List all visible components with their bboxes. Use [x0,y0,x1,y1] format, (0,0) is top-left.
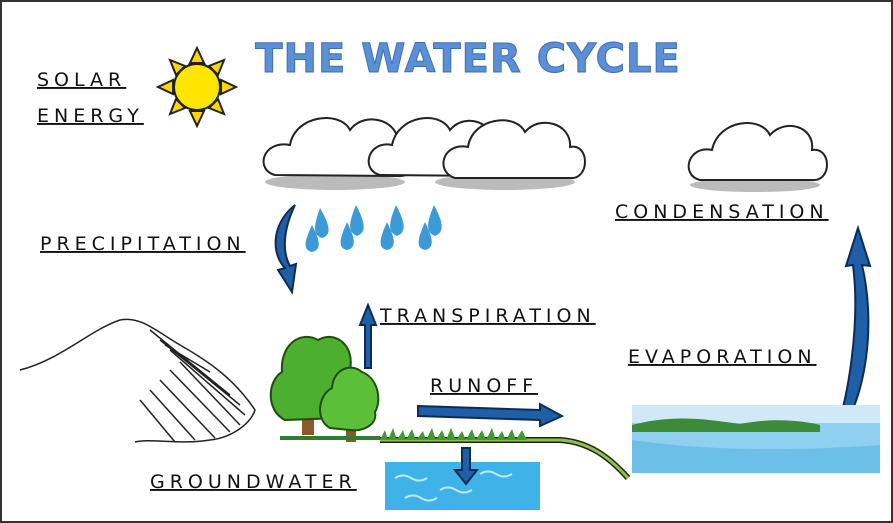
lake [632,405,880,473]
evaporation-label: EVAPORATION [628,346,817,368]
solar-label: SOLAR [37,69,126,91]
groundwater-label: GROUNDWATER [150,471,357,493]
transpiration-label: TRANSPIRATION [379,305,596,327]
precipitation-label: PRECIPITATION [40,233,246,255]
sun [158,48,236,126]
title: THE WATER CYCLE [255,36,681,82]
water-cycle-diagram: THE WATER CYCLE SOLAR ENERGY PRECIPITATI… [0,0,893,523]
energy-label: ENERGY [37,105,144,127]
condensation-label: CONDENSATION [615,201,829,223]
runoff-label: RUNOFF [430,375,538,397]
